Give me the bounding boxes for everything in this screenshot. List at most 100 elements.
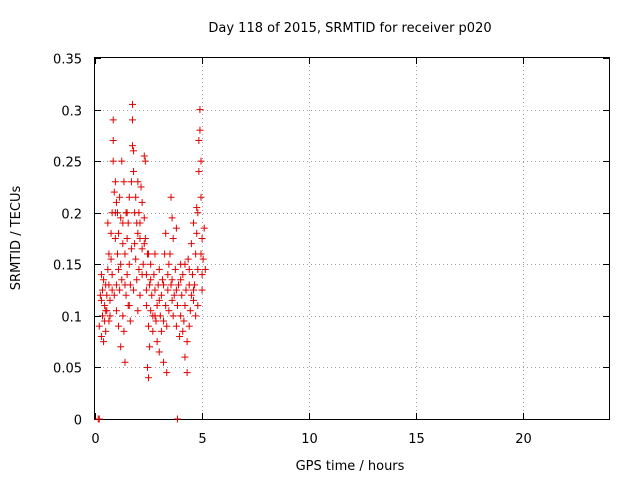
data-point (117, 214, 125, 222)
data-point (160, 317, 168, 325)
data-point (118, 276, 126, 284)
data-point (102, 327, 110, 335)
data-point (106, 296, 114, 304)
data-point (155, 265, 163, 273)
data-point (125, 193, 133, 201)
data-point (136, 291, 144, 299)
data-point (194, 265, 202, 273)
data-point (108, 271, 116, 279)
data-point (173, 302, 181, 310)
data-point (97, 296, 105, 304)
data-point (146, 281, 154, 289)
data-point (157, 327, 165, 335)
data-point (193, 229, 201, 237)
data-point (109, 137, 117, 145)
data-point (119, 240, 127, 248)
data-point (158, 276, 166, 284)
data-point (119, 219, 127, 227)
data-point (105, 317, 113, 325)
data-point (153, 302, 161, 310)
data-point (125, 260, 133, 268)
data-point (104, 219, 112, 227)
data-point (170, 291, 178, 299)
data-point (181, 302, 189, 310)
data-point (167, 281, 175, 289)
data-point (198, 235, 206, 242)
data-point (106, 312, 114, 320)
data-point (198, 286, 206, 294)
data-point (112, 307, 120, 315)
data-point (147, 276, 155, 284)
data-point (125, 302, 133, 310)
data-point (128, 142, 136, 150)
data-point (147, 260, 155, 268)
data-point (183, 369, 191, 377)
data-point (201, 265, 209, 273)
data-point (117, 260, 125, 268)
data-point (118, 157, 126, 165)
data-point (173, 415, 181, 423)
data-point (168, 276, 176, 284)
x-axis-label: GPS time / hours (296, 459, 405, 474)
data-point (123, 235, 131, 242)
data-point (194, 302, 202, 310)
y-tick-label: 0.1 (61, 311, 82, 326)
data-point (98, 286, 106, 294)
data-point (178, 291, 186, 299)
data-point (109, 116, 117, 124)
y-axis-label: SRMTID / TECUs (9, 186, 24, 291)
data-point (196, 126, 204, 134)
data-point (163, 322, 171, 330)
data-point (197, 250, 205, 258)
data-point (97, 332, 105, 340)
y-tick-label: 0 (74, 414, 82, 429)
data-point (104, 265, 112, 273)
data-point (169, 312, 177, 320)
data-point (168, 214, 176, 222)
data-point (162, 302, 170, 310)
data-point (116, 286, 124, 294)
data-point (177, 312, 185, 320)
data-point (171, 265, 179, 273)
data-point (192, 312, 200, 320)
data-point (185, 265, 193, 273)
data-point (187, 291, 195, 299)
data-point (128, 100, 136, 108)
x-tick-label: 10 (301, 432, 318, 447)
data-point (184, 255, 192, 263)
data-point (127, 178, 135, 186)
x-tick-label: 20 (515, 432, 532, 447)
data-point (168, 296, 176, 304)
data-point (137, 183, 145, 191)
data-point (123, 271, 131, 279)
x-tick-label: 15 (408, 432, 425, 447)
data-point (107, 255, 115, 263)
data-point (122, 291, 130, 299)
data-point (102, 307, 110, 315)
x-tick-label: 5 (198, 432, 206, 447)
data-point (113, 250, 121, 258)
data-point (142, 286, 150, 294)
data-point (116, 193, 124, 201)
data-point (119, 312, 127, 320)
data-point (134, 307, 142, 315)
data-point (115, 265, 123, 273)
data-point (145, 322, 153, 330)
data-point (172, 286, 180, 294)
data-point (120, 178, 128, 186)
data-point (111, 178, 119, 186)
data-point (164, 286, 172, 294)
y-tick-label: 0.05 (53, 362, 82, 377)
data-point (132, 255, 140, 263)
data-point (138, 271, 146, 279)
data-point (176, 332, 184, 340)
data-point (130, 286, 138, 294)
data-point (172, 322, 180, 330)
data-point (115, 229, 123, 237)
data-point (167, 193, 175, 201)
data-point (179, 271, 187, 279)
data-point (142, 302, 150, 310)
data-point (190, 219, 198, 227)
data-point (155, 348, 163, 356)
data-point (103, 291, 111, 299)
